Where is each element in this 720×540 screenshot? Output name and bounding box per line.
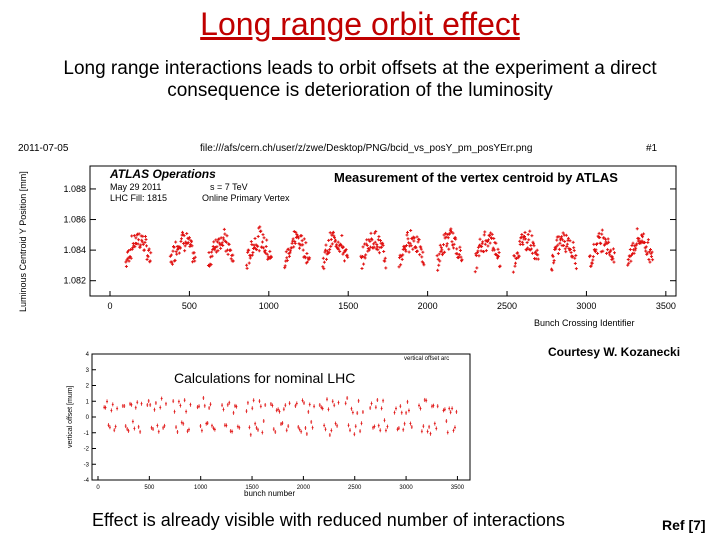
slide-title: Long range orbit effect bbox=[200, 6, 520, 42]
measurement-label: Measurement of the vertex centroid by AT… bbox=[334, 170, 618, 185]
plot1-ytick-label: 1.082 bbox=[63, 276, 86, 286]
plot2-ylabel: vertical offset [mum] bbox=[67, 385, 74, 448]
plot2-ytick-label: 2 bbox=[86, 384, 90, 390]
plot2-xtick-label: 0 bbox=[96, 485, 100, 491]
plot2-ytick-label: 3 bbox=[86, 368, 90, 374]
plot1-ytick-label: 1.088 bbox=[63, 184, 86, 194]
reference-label: Ref [7] bbox=[662, 517, 706, 533]
plot1-xtick-label: 0 bbox=[107, 301, 112, 311]
plot2-ytick-label: -2 bbox=[84, 447, 90, 453]
plot1-ytick-label: 1.086 bbox=[63, 215, 86, 225]
plot2-ticks: 0 500 1000 1500 2000 2500 3000 3500 -4 -3 -2 -1 0 1 2 3… bbox=[84, 352, 465, 491]
plot2-points bbox=[103, 395, 458, 438]
plot2-xtick-label: 1000 bbox=[194, 485, 208, 491]
plot2-ytick-label: 4 bbox=[86, 352, 90, 358]
plot1-xtick-label: 2000 bbox=[418, 301, 438, 311]
atlas-info-energy: s = 7 TeV bbox=[210, 182, 248, 192]
atlas-vertex-plot: 2011-07-05 file:///afs/cern.ch/user/z/zw… bbox=[18, 143, 677, 328]
plot2-xtick-label: 2500 bbox=[348, 485, 362, 491]
plot1-xtick-label: 500 bbox=[182, 301, 197, 311]
calc-label: Calculations for nominal LHC bbox=[174, 370, 356, 386]
plot2-xtick-label: 3500 bbox=[451, 485, 465, 491]
plot1-xtick-label: 1000 bbox=[259, 301, 279, 311]
plot-filepath: file:///afs/cern.ch/user/z/zwe/Desktop/P… bbox=[200, 143, 532, 154]
plot2-xlabel: bunch number bbox=[244, 489, 295, 498]
plot2-ytick-label: 0 bbox=[86, 415, 90, 421]
plot1-frame bbox=[89, 165, 677, 297]
plot1-xtick-label: 1500 bbox=[338, 301, 358, 311]
plot-page-number: #1 bbox=[646, 143, 658, 154]
plot2-xtick-label: 2000 bbox=[297, 485, 311, 491]
plot1-ytick-label: 1.084 bbox=[63, 245, 86, 255]
nominal-lhc-plot: vertical offset arc 0 500 1000 1500 2000 2500… bbox=[67, 352, 471, 498]
plot2-legend: vertical offset arc bbox=[404, 356, 449, 362]
plot-date: 2011-07-05 bbox=[18, 143, 69, 154]
courtesy-label: Courtesy W. Kozanecki bbox=[548, 345, 681, 359]
atlas-info-date: May 29 2011 bbox=[110, 182, 161, 192]
plot2-xtick-label: 500 bbox=[144, 485, 155, 491]
plot2-ytick-label: -4 bbox=[84, 478, 90, 484]
slide-subtitle: Long range interactions leads to orbit o… bbox=[63, 58, 657, 101]
plot1-ticks: 0 500 1000 1500 2000 2500 3000 3500 1.082 1.084 1.… bbox=[63, 184, 676, 311]
plot2-ytick-label: -3 bbox=[84, 462, 90, 468]
plot2-xtick-label: 1500 bbox=[245, 485, 259, 491]
effect-text: Effect is already visible with reduced n… bbox=[92, 510, 565, 530]
atlas-info-fill: LHC Fill: 1815 bbox=[110, 193, 167, 203]
plot2-ytick-label: 1 bbox=[86, 399, 90, 405]
plot1-points bbox=[124, 225, 655, 274]
atlas-ops-label: ATLAS Operations bbox=[109, 167, 216, 181]
plot1-ylabel: Luminous Centroid Y Position [mm] bbox=[18, 171, 28, 312]
plot1-xtick-label: 3500 bbox=[656, 301, 676, 311]
plot1-xtick-label: 2500 bbox=[497, 301, 517, 311]
plot2-ytick-label: -1 bbox=[84, 431, 90, 437]
plot1-xlabel: Bunch Crossing Identifier bbox=[534, 318, 635, 328]
atlas-info-vertex: Online Primary Vertex bbox=[202, 193, 290, 203]
plot1-xtick-label: 3000 bbox=[576, 301, 596, 311]
plot2-xtick-label: 3000 bbox=[399, 485, 413, 491]
